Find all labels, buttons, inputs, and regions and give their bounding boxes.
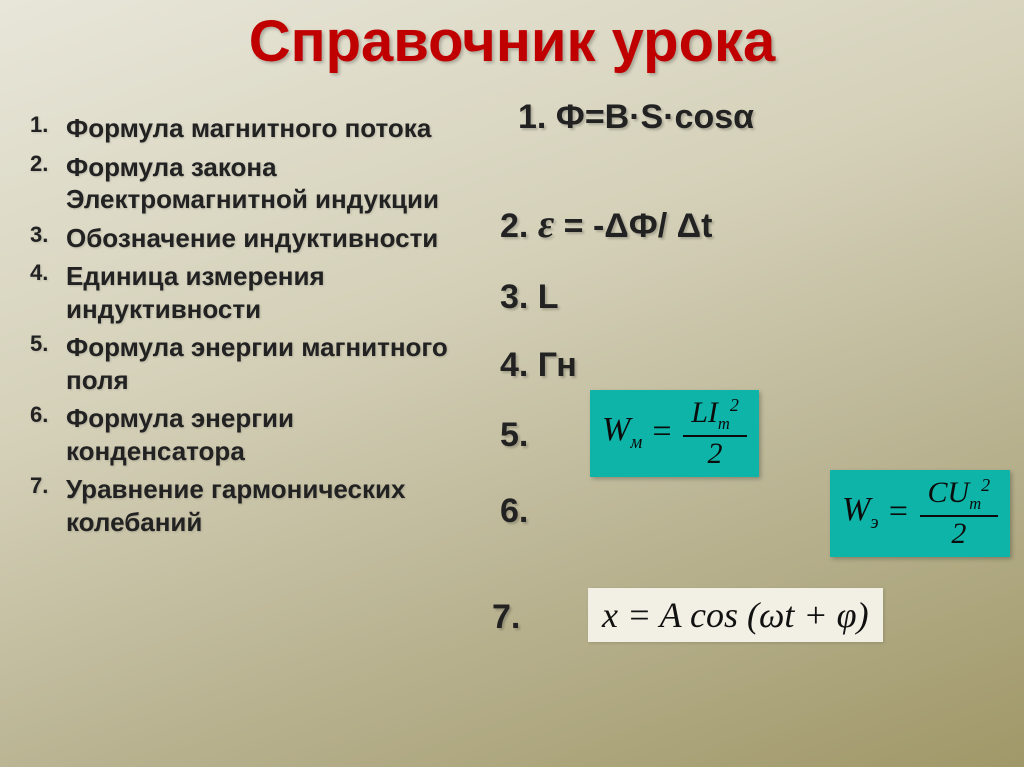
left-item-7: 7. Уравнение гармонических колебаний: [30, 473, 470, 538]
left-item-4: 4. Единица измерения индуктивности: [30, 260, 470, 325]
f5-num-sub: m: [718, 414, 730, 433]
f5-lhs-sub: м: [630, 432, 642, 453]
f5-lhs-main: W: [602, 411, 630, 448]
right-item-1: 1. Ф=B·S·cosα: [518, 100, 754, 134]
left-text-6: Формула энергии конденсатора: [66, 402, 470, 467]
f5-eq: =: [650, 413, 683, 451]
slide-title: Справочник урока: [0, 8, 1024, 75]
right-item-3: 3. L: [500, 280, 559, 314]
right-item-7: 7.: [492, 600, 520, 634]
left-item-1: 1. Формула магнитного потока: [30, 112, 470, 145]
left-item-6: 6. Формула энергии конденсатора: [30, 402, 470, 467]
left-text-1: Формула магнитного потока: [66, 112, 431, 145]
right-item-4: 4. Гн: [500, 348, 577, 382]
r2-rest: = -ΔФ/ Δt: [554, 207, 712, 245]
left-text-3: Обозначение индуктивности: [66, 222, 438, 255]
left-num-6: 6.: [30, 402, 66, 428]
f6-eq: =: [887, 493, 920, 531]
left-item-3: 3. Обозначение индуктивности: [30, 222, 470, 255]
formula-7-box: x = A cos (ωt + φ): [588, 588, 883, 642]
f5-lhs: Wм: [602, 411, 650, 454]
f6-lhs: Wэ: [842, 491, 887, 534]
formula-6-box: Wэ = CUm2 2: [830, 470, 1010, 557]
f5-num: LIm2: [683, 396, 747, 437]
left-text-2: Формула закона Электромагнитной индукции: [66, 151, 470, 216]
left-num-5: 5.: [30, 331, 66, 357]
f6-lhs-main: W: [842, 491, 870, 528]
f6-num: CUm2: [920, 476, 999, 517]
left-item-2: 2. Формула закона Электромагнитной индук…: [30, 151, 470, 216]
f5-num-sup: 2: [730, 395, 739, 415]
f6-num-a: CU: [928, 476, 970, 509]
r2-epsilon: ε: [538, 201, 554, 246]
f5-frac: LIm2 2: [683, 396, 747, 469]
r2-num: 2.: [500, 207, 538, 245]
right-item-2: 2. ε = -ΔФ/ Δt: [500, 204, 712, 244]
left-num-1: 1.: [30, 112, 66, 138]
right-item-6: 6.: [500, 494, 528, 528]
left-num-4: 4.: [30, 260, 66, 286]
left-column: 1. Формула магнитного потока 2. Формула …: [30, 112, 470, 544]
f6-lhs-sub: э: [870, 512, 878, 533]
right-item-5: 5.: [500, 418, 528, 452]
f6-num-sub: m: [969, 494, 981, 513]
f6-den: 2: [951, 517, 966, 549]
left-num-2: 2.: [30, 151, 66, 177]
left-item-5: 5. Формула энергии магнитного поля: [30, 331, 470, 396]
f5-num-a: LI: [691, 396, 718, 429]
f5-den: 2: [708, 437, 723, 469]
f6-num-sup: 2: [981, 475, 990, 495]
left-text-7: Уравнение гармонических колебаний: [66, 473, 470, 538]
formula-5-box: Wм = LIm2 2: [590, 390, 759, 477]
left-num-7: 7.: [30, 473, 66, 499]
slide: Справочник урока 1. Формула магнитного п…: [0, 0, 1024, 767]
left-text-5: Формула энергии магнитного поля: [66, 331, 470, 396]
f6-frac: CUm2 2: [920, 476, 999, 549]
left-text-4: Единица измерения индуктивности: [66, 260, 470, 325]
left-num-3: 3.: [30, 222, 66, 248]
